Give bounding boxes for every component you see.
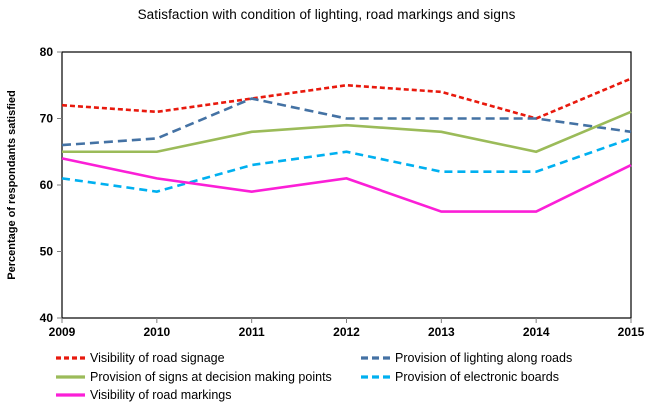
legend: Visibility of road signage Provision of … bbox=[55, 349, 572, 405]
svg-text:2011: 2011 bbox=[239, 325, 265, 339]
legend-label: Provision of signs at decision making po… bbox=[90, 369, 332, 384]
svg-text:2013: 2013 bbox=[428, 325, 455, 339]
svg-text:2014: 2014 bbox=[523, 325, 550, 339]
legend-label: Provision of lighting along roads bbox=[395, 351, 573, 366]
svg-text:2009: 2009 bbox=[49, 325, 76, 339]
legend-swatch-signs-decision-points bbox=[56, 375, 85, 379]
legend-swatch-road-signage bbox=[56, 356, 85, 360]
svg-text:50: 50 bbox=[40, 245, 54, 259]
svg-text:2012: 2012 bbox=[333, 325, 360, 339]
legend-item-lighting: Provision of lighting along roads bbox=[360, 351, 572, 365]
chart-title: Satisfaction with condition of lighting,… bbox=[137, 7, 516, 22]
svg-text:40: 40 bbox=[40, 311, 54, 325]
legend-swatch-electronic-boards bbox=[361, 375, 390, 379]
legend-item-road-signage: Visibility of road signage bbox=[55, 351, 360, 365]
legend-swatch-road-markings bbox=[56, 393, 85, 397]
legend-label: Provision of electronic boards bbox=[395, 369, 559, 384]
svg-text:2015: 2015 bbox=[618, 325, 645, 339]
legend-item-signs-decision-points: Provision of signs at decision making po… bbox=[55, 370, 360, 384]
legend-label: Visibility of road signage bbox=[90, 351, 225, 366]
svg-text:80: 80 bbox=[40, 45, 54, 59]
legend-item-road-markings: Visibility of road markings bbox=[55, 388, 360, 402]
svg-text:Percentage of respondants sati: Percentage of respondants satisfied bbox=[6, 90, 18, 280]
legend-swatch-lighting bbox=[361, 356, 390, 360]
legend-label: Visibility of road markings bbox=[90, 388, 232, 403]
legend-item-electronic-boards: Provision of electronic boards bbox=[360, 370, 572, 384]
svg-text:60: 60 bbox=[40, 178, 54, 192]
svg-text:70: 70 bbox=[40, 112, 54, 126]
svg-text:2010: 2010 bbox=[143, 325, 170, 339]
